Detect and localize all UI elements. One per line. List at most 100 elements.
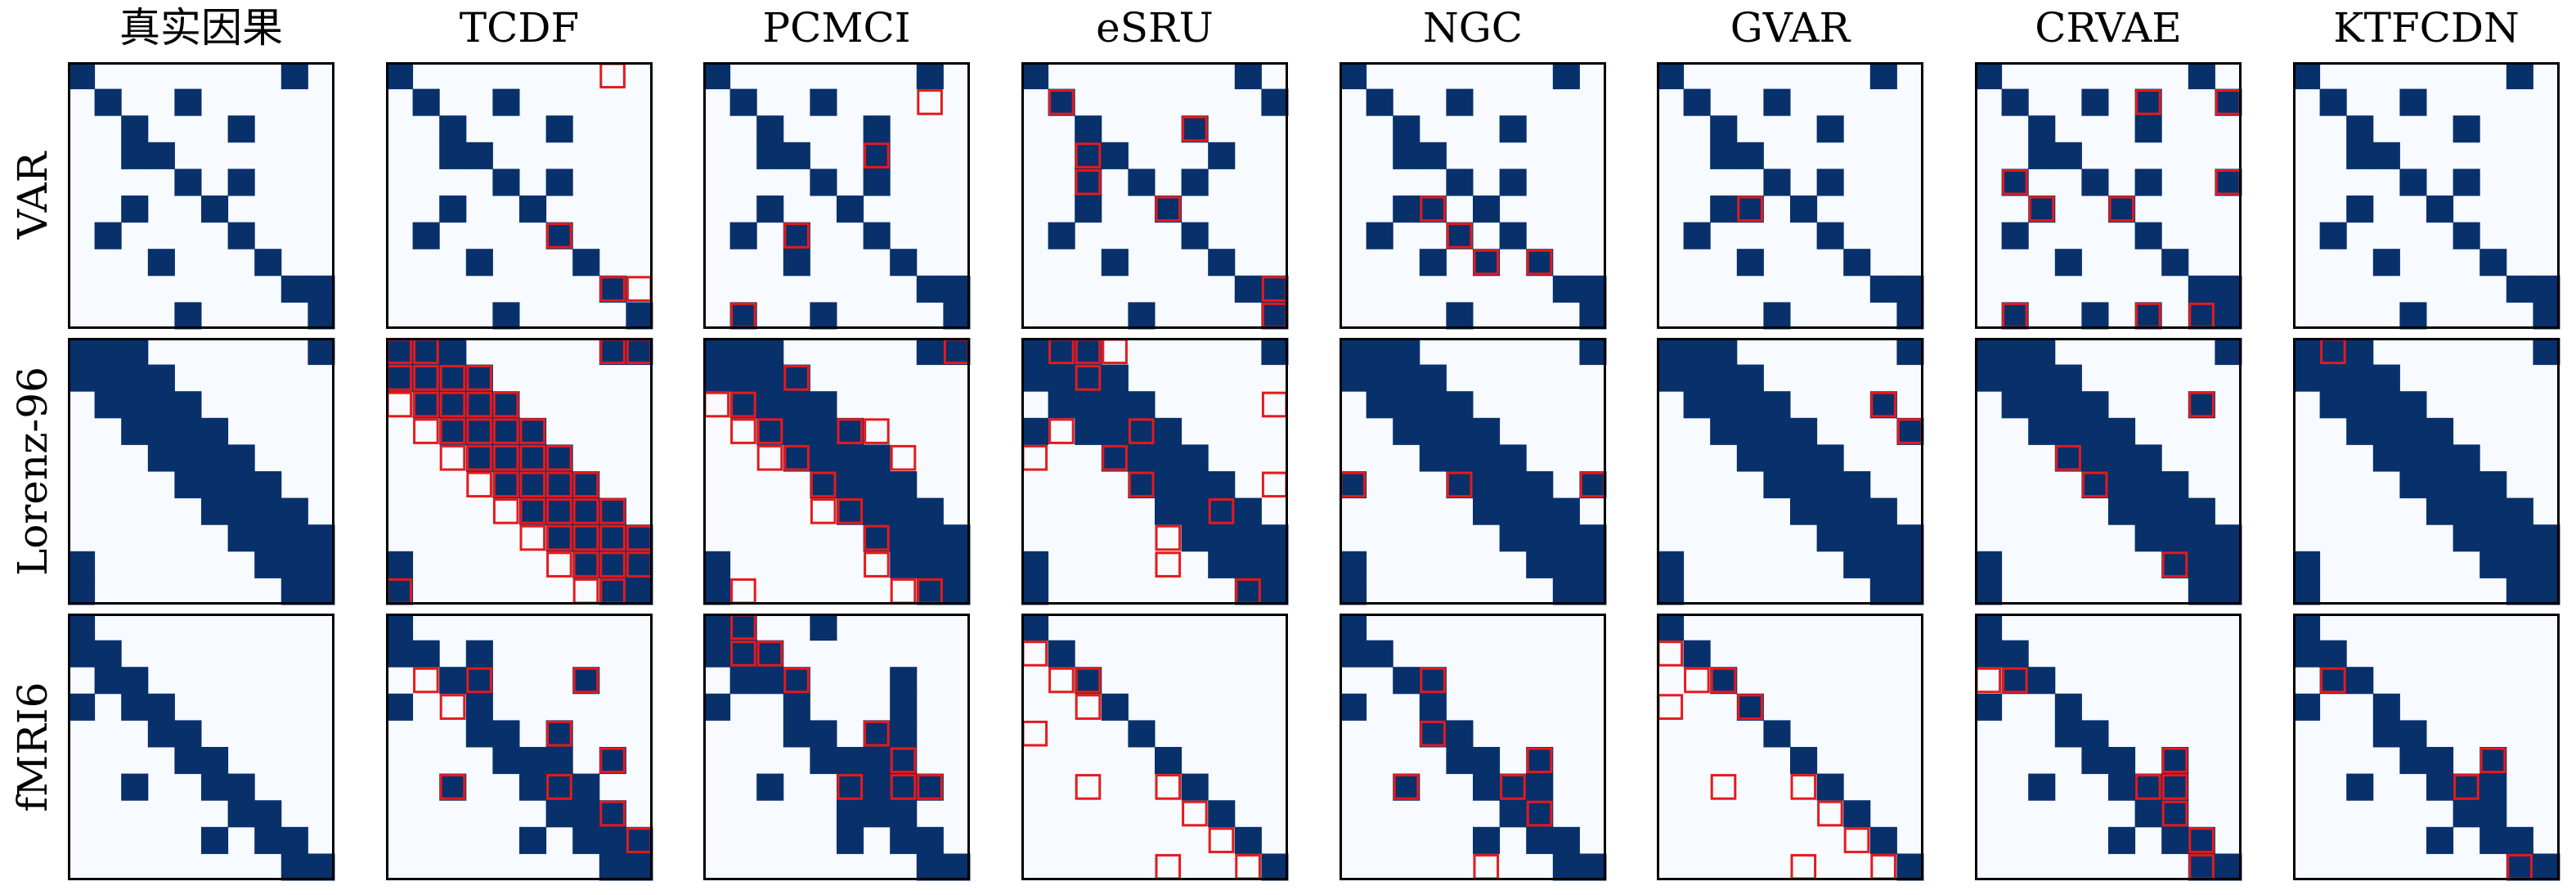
matrix-cell-filled [1393, 391, 1420, 419]
matrix-cell-filled [386, 62, 414, 90]
matrix-cell-filled [2161, 551, 2189, 578]
matrix-cell-filled [2453, 444, 2480, 472]
matrix-cell-filled [1657, 578, 1685, 605]
matrix-cell-filled [837, 773, 864, 801]
matrix-cell-filled [147, 444, 175, 472]
matrix-cell-filled [2081, 471, 2109, 499]
matrix-cell-filled [492, 417, 520, 445]
matrix-cell-filled [2319, 667, 2347, 695]
matrix-cell-filled [465, 142, 493, 169]
matrix-cell-error-outline [837, 418, 864, 444]
matrix-cell-filled [1552, 578, 1580, 605]
matrix-cell-error-outline [1128, 418, 1155, 444]
matrix-cell-filled [1419, 196, 1447, 223]
matrix-cell-filled [519, 497, 547, 525]
matrix-cell-filled [1101, 417, 1129, 445]
matrix-cell-error-outline [1446, 471, 1473, 498]
matrix-cell-error-outline [1737, 196, 1763, 223]
matrix-cell-filled [492, 471, 520, 499]
matrix-cell-filled [94, 640, 122, 668]
column-title-crvae: CRVAE [2035, 4, 2182, 52]
matrix-cell-filled [1340, 578, 1367, 605]
matrix-cell-error-outline [1075, 142, 1102, 169]
matrix-frame [703, 614, 970, 880]
matrix-cell-filled [2108, 826, 2136, 854]
matrix-cell-filled [1975, 578, 2003, 605]
matrix-cell-filled [1869, 578, 1897, 605]
matrix-cell-error-outline [572, 498, 599, 524]
matrix-cell-error-outline [1155, 551, 1182, 578]
matrix-cell-filled [1843, 471, 1871, 499]
matrix-frame [1657, 614, 1923, 880]
matrix-cell-filled [1657, 338, 1685, 366]
matrix-cell-error-outline [466, 667, 492, 694]
matrix-cell-filled [890, 800, 918, 828]
matrix-cell-filled [2480, 497, 2507, 525]
matrix-cell-filled [2108, 471, 2136, 499]
matrix-cell-filled [2506, 826, 2533, 854]
matrix-cell-error-outline [730, 391, 756, 418]
matrix-cell-filled [2134, 471, 2162, 499]
matrix-cell-error-outline [2002, 667, 2028, 694]
matrix-cell-filled [1710, 142, 1738, 169]
matrix-cell-filled [572, 249, 600, 277]
matrix-cell-filled [916, 853, 944, 881]
matrix-cell-filled [2188, 578, 2215, 605]
matrix-cell-filled [2215, 338, 2242, 366]
matrix-cell-filled [1261, 338, 1289, 366]
matrix-cell-filled [1763, 169, 1791, 196]
matrix-cell-error-outline [1446, 223, 1473, 249]
matrix-cell-filled [2453, 222, 2480, 250]
matrix-cell-filled [1975, 614, 2003, 641]
matrix-cell-filled [254, 471, 282, 499]
matrix-cell-error-outline [572, 667, 599, 694]
matrix-cell-error-outline [1182, 800, 1208, 827]
matrix-cell-filled [1736, 693, 1764, 721]
matrix-cell-filled [916, 578, 944, 605]
matrix-cell-filled [1393, 115, 1420, 143]
matrix-cell-error-outline [546, 471, 572, 498]
matrix-cell-filled [2346, 196, 2374, 223]
matrix-cell-error-outline [2081, 471, 2108, 498]
matrix-cell-error-outline [546, 444, 572, 471]
matrix-cell-filled [201, 497, 229, 525]
matrix-cell-filled [810, 471, 837, 499]
matrix-cell-filled [1975, 640, 2003, 668]
matrix-cell-filled [2028, 773, 2056, 801]
matrix-cell-filled [2215, 275, 2242, 303]
matrix-cell-error-outline [783, 365, 810, 391]
matrix-cell-filled [2399, 169, 2427, 196]
matrix-cell-filled [2293, 578, 2321, 605]
matrix-cell-error-outline [572, 524, 599, 551]
matrix-cell-filled [1181, 471, 1209, 499]
matrix-cell-error-outline [1817, 800, 1843, 827]
matrix-cell-filled [386, 551, 414, 578]
matrix-cell-filled [1473, 747, 1501, 775]
matrix-cell-filled [2134, 302, 2162, 330]
matrix-cell-filled [227, 497, 255, 525]
matrix-cell-filled [599, 275, 626, 303]
matrix-cell-filled [1181, 773, 1209, 801]
matrix-cell-filled [1710, 417, 1738, 445]
matrix-cell-filled [1155, 471, 1183, 499]
matrix-cell-filled [1048, 222, 1075, 250]
matrix-cell-filled [1261, 88, 1289, 116]
matrix-cell-filled [2399, 417, 2427, 445]
matrix-cell-error-outline [599, 747, 626, 774]
matrix-cell-filled [68, 551, 96, 578]
matrix-cell-filled [519, 747, 547, 775]
matrix-cell-filled [1340, 364, 1367, 392]
matrix-cell-filled [201, 196, 229, 223]
matrix-cell-filled [174, 720, 202, 748]
matrix-cell-error-outline [1420, 196, 1446, 223]
matrix-frame [386, 338, 653, 605]
matrix-panel-var-pcmci [703, 62, 971, 330]
matrix-cell-filled [1736, 196, 1764, 223]
matrix-cell-filled [1393, 142, 1420, 169]
matrix-cell-error-outline [546, 498, 572, 524]
matrix-cell-filled [1393, 364, 1420, 392]
matrix-cell-filled [412, 88, 440, 116]
matrix-cell-error-outline [1048, 89, 1075, 115]
matrix-cell-filled [545, 115, 573, 143]
matrix-cell-filled [280, 524, 308, 552]
